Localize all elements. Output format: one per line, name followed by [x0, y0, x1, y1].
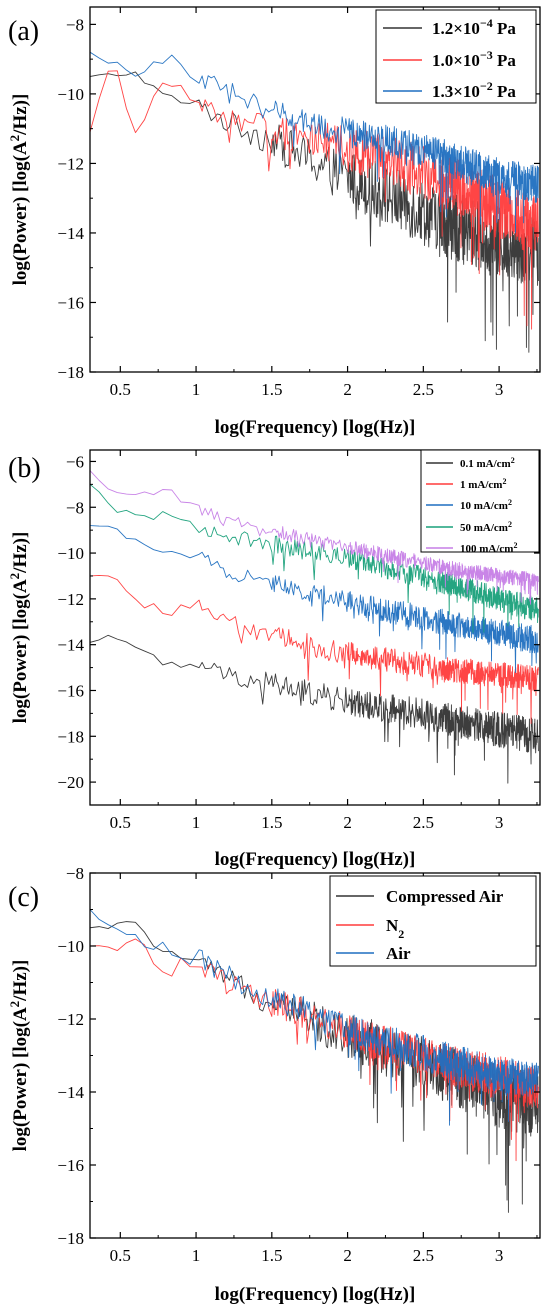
panel-label: (c)	[8, 882, 39, 913]
panel-label: (a)	[8, 16, 39, 47]
y-tick-label: −10	[57, 544, 84, 563]
x-tick-label: 2.5	[413, 1246, 434, 1265]
x-axis-title: log(Frequency) [log(Hz)]	[215, 417, 416, 438]
y-tick-label: −8	[66, 15, 84, 34]
x-tick-label: 3	[495, 813, 504, 832]
x-tick-label: 3	[495, 380, 504, 399]
y-tick-label: −14	[57, 224, 84, 243]
panel-label: (b)	[8, 453, 41, 484]
y-tick-label: −12	[57, 1010, 84, 1029]
legend-label: 1.3×10−2 Pa	[432, 79, 516, 101]
plot-area	[90, 909, 539, 1213]
y-tick-label: −8	[66, 864, 84, 883]
x-tick-label: 1	[192, 1246, 201, 1265]
y-tick-label: −16	[57, 681, 84, 700]
legend-label: Air	[386, 944, 411, 963]
legend-label: 1 mA/cm2	[460, 476, 506, 491]
y-tick-label: −10	[57, 85, 84, 104]
x-axis-title: log(Frequency) [log(Hz)]	[215, 849, 416, 870]
plot-frame	[89, 6, 541, 373]
x-tick-label: 1.5	[261, 813, 282, 832]
series-line-2	[90, 938, 539, 1162]
legend-label: 1.2×10−4 Pa	[432, 16, 516, 38]
series-line-1	[90, 634, 539, 784]
legend: 1.2×10−4 Pa 1.0×10−3 Pa 1.3×10−2 Pa	[375, 9, 537, 104]
x-tick-label: 3	[495, 1246, 504, 1265]
y-tick-label: −18	[57, 363, 84, 382]
x-tick-label: 2.5	[413, 813, 434, 832]
legend-label: 1.0×10−3 Pa	[432, 48, 516, 70]
series-line-3	[90, 51, 539, 234]
y-tick-label: −12	[57, 154, 84, 173]
y-tick-label: −18	[57, 727, 84, 746]
y-tick-label: −16	[57, 1156, 84, 1175]
x-tick-label: 2	[343, 1246, 352, 1265]
legend-label: Compressed Air	[386, 887, 504, 906]
y-tick-label: −10	[57, 937, 84, 956]
legend-label: 10 mA/cm2	[460, 497, 512, 512]
y-tick-label: −18	[57, 1229, 84, 1248]
series-line-2	[90, 574, 539, 724]
legend-box	[420, 449, 540, 553]
series-line-1	[90, 71, 539, 353]
legend-box	[375, 9, 537, 104]
x-tick-label: 0.5	[110, 813, 131, 832]
y-tick-label: −20	[57, 773, 84, 792]
series-line-2	[90, 70, 539, 330]
series-line-3	[90, 909, 539, 1126]
legend-label: 100 mA/cm2	[460, 540, 517, 555]
legend-label: 50 mA/cm2	[460, 519, 512, 534]
panel-a: 0.5 1 1.5 2 2.5 3 −18 −16 −14 −12 −10 −8 log(Frequen…	[7, 6, 541, 438]
x-tick-label: 0.5	[110, 380, 131, 399]
y-tick-label: −16	[57, 293, 84, 312]
y-axis-title: log(Power) [log(A2/Hz)]	[7, 532, 32, 724]
plot-frame	[89, 449, 541, 806]
plot-area	[90, 51, 539, 353]
y-tick-label: −14	[57, 1083, 84, 1102]
legend-label: N2	[386, 916, 404, 941]
y-axis-title: log(Power) [log(A2/Hz)]	[7, 94, 32, 286]
y-tick-label: −12	[57, 590, 84, 609]
x-tick-label: 2	[343, 380, 352, 399]
y-tick-label: −6	[66, 452, 84, 471]
legend-box	[329, 875, 537, 967]
legend: Compressed Air N2 Air	[329, 875, 537, 967]
series-line-5	[90, 470, 539, 605]
series-line-4	[90, 484, 539, 633]
series-line-3	[90, 525, 539, 673]
panel-c: 0.5 1 1.5 2 2.5 3 −18 −16 −14 −12 −10 −8 log(Frequen…	[7, 864, 541, 1305]
x-tick-label: 1	[192, 380, 201, 399]
y-tick-label: −8	[66, 498, 84, 517]
y-tick-label: −14	[57, 636, 84, 655]
x-tick-label: 1.5	[261, 1246, 282, 1265]
legend-label: 0.1 mA/cm2	[460, 455, 515, 470]
x-tick-label: 1.5	[261, 380, 282, 399]
x-tick-label: 2.5	[413, 380, 434, 399]
x-tick-label: 1	[192, 813, 201, 832]
x-tick-label: 2	[343, 813, 352, 832]
y-axis-title-group: log(Power) [log(A2/Hz)]	[7, 94, 32, 286]
x-axis-title: log(Frequency) [log(Hz)]	[215, 1284, 416, 1305]
legend: 0.1 mA/cm2 1 mA/cm2 10 mA/cm2 50 mA/cm2 100 …	[420, 449, 540, 555]
y-axis-title-group: log(Power) [log(A2/Hz)]	[7, 532, 32, 724]
y-axis-title: log(Power) [log(A2/Hz)]	[7, 960, 32, 1152]
plot-area	[90, 470, 539, 784]
x-tick-label: 0.5	[110, 1246, 131, 1265]
y-axis-title-group: log(Power) [log(A2/Hz)]	[7, 960, 32, 1152]
panel-b: 0.5 1 1.5 2 2.5 3 −20 −18 −16 −14 −12 −10 −8 −6 log(Fr…	[7, 449, 541, 870]
